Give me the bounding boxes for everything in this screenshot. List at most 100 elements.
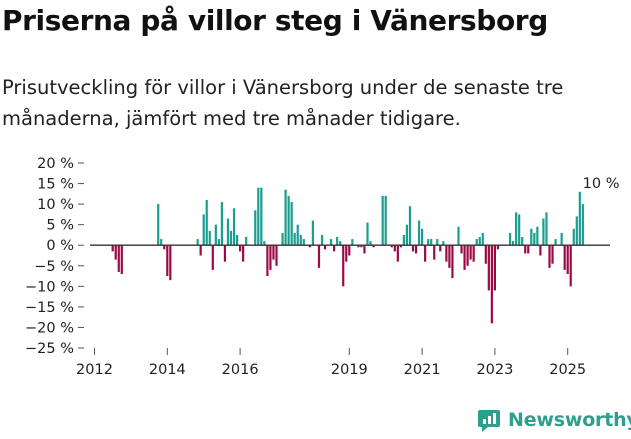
brand-name: Newsworthy: [508, 409, 631, 431]
bar-chart: 20 % 15 % 10 % 5 % 0 % −5 % −10 % −15 % −20 % −25…: [25, 156, 620, 378]
bar: [536, 226, 539, 246]
bar: [548, 245, 551, 268]
bar: [372, 245, 375, 248]
bar: [496, 245, 500, 250]
bar: [351, 239, 354, 246]
y-tick-label: −20 %: [25, 320, 74, 336]
y-tick-label: 20 %: [37, 156, 74, 172]
bar: [226, 218, 230, 246]
bar: [515, 212, 518, 246]
bar: [414, 245, 418, 254]
bar: [381, 195, 384, 246]
bar: [539, 245, 542, 256]
bar: [166, 245, 169, 277]
bar: [581, 204, 584, 246]
bar: [157, 204, 160, 246]
bar: [223, 245, 227, 262]
bar: [402, 234, 405, 246]
bar: [481, 232, 484, 246]
bar: [260, 187, 263, 246]
bar: [111, 245, 114, 252]
bar: [114, 245, 117, 260]
bar: [214, 224, 217, 246]
newsworthy-logo-icon: [478, 410, 500, 432]
bar: [311, 220, 314, 246]
chart-subtitle: Prisutveckling för villor i Vänersborg u…: [2, 76, 564, 130]
bar: [411, 245, 415, 252]
y-tick-label: 0 %: [46, 238, 74, 254]
bar: [336, 237, 339, 246]
bar: [384, 195, 387, 246]
bar: [490, 245, 493, 324]
bar: [484, 245, 487, 264]
bar: [493, 245, 496, 291]
bar: [208, 230, 211, 246]
bar: [569, 245, 572, 287]
bar: [551, 245, 554, 264]
bar: [563, 245, 566, 270]
bar: [469, 245, 472, 260]
bar: [323, 245, 327, 250]
bar: [245, 237, 248, 246]
bar: [575, 216, 578, 246]
bar: [463, 245, 466, 270]
y-axis-ticks: 20 % 15 % 10 % 5 % 0 % −5 % −10 % −15 % −20 % −25…: [25, 156, 84, 357]
bar: [578, 191, 581, 246]
bar: [302, 239, 305, 246]
bar: [521, 237, 524, 246]
bar: [275, 245, 278, 266]
bar: [508, 232, 512, 246]
y-tick-label: 10 %: [37, 197, 74, 213]
bar: [217, 239, 220, 246]
annotation-label: 10 %: [583, 176, 620, 192]
bar: [330, 239, 333, 246]
bar: [393, 245, 396, 252]
y-tick-label: −25 %: [25, 341, 74, 357]
bar: [545, 212, 548, 246]
y-tick-label: −10 %: [25, 279, 74, 295]
bar: [345, 245, 348, 262]
bar: [566, 245, 569, 274]
bar: [272, 245, 275, 260]
bar: [460, 245, 463, 254]
bar: [257, 187, 260, 246]
bar: [424, 245, 427, 262]
bar: [120, 245, 123, 274]
bar: [211, 245, 214, 270]
y-tick-label: −5 %: [34, 259, 74, 275]
bar: [554, 239, 557, 246]
bar: [421, 228, 424, 246]
bar: [333, 245, 336, 252]
bar: [560, 232, 563, 246]
newsworthy-logo[interactable]: Newsworthy: [476, 407, 631, 433]
bar: [530, 228, 533, 246]
bar: [299, 234, 302, 246]
bar: [430, 239, 433, 246]
bar: [512, 241, 515, 246]
bar: [266, 245, 269, 277]
bar: [308, 245, 311, 248]
bar: [348, 245, 351, 256]
bar: [417, 220, 421, 246]
x-tick-label: 2014: [149, 362, 186, 378]
bar: [196, 239, 199, 246]
annotation: 10 %: [583, 176, 620, 192]
bar: [408, 206, 412, 246]
bar: [390, 245, 393, 248]
bar: [478, 237, 481, 246]
bar: [339, 241, 342, 246]
bar: [524, 245, 527, 254]
bar: [342, 245, 345, 287]
bar: [572, 228, 575, 246]
x-tick-label: 2016: [222, 362, 259, 378]
x-tick-label: 2012: [76, 362, 113, 378]
bar: [466, 245, 469, 266]
bar: [433, 245, 436, 260]
bar: [527, 245, 530, 254]
bar: [439, 245, 442, 252]
bar: [405, 224, 409, 246]
bar: [457, 226, 460, 246]
x-axis: 2012 2014 2016 2019 2021 2023 2025: [76, 348, 586, 378]
bar: [293, 232, 296, 246]
bar: [451, 245, 454, 279]
